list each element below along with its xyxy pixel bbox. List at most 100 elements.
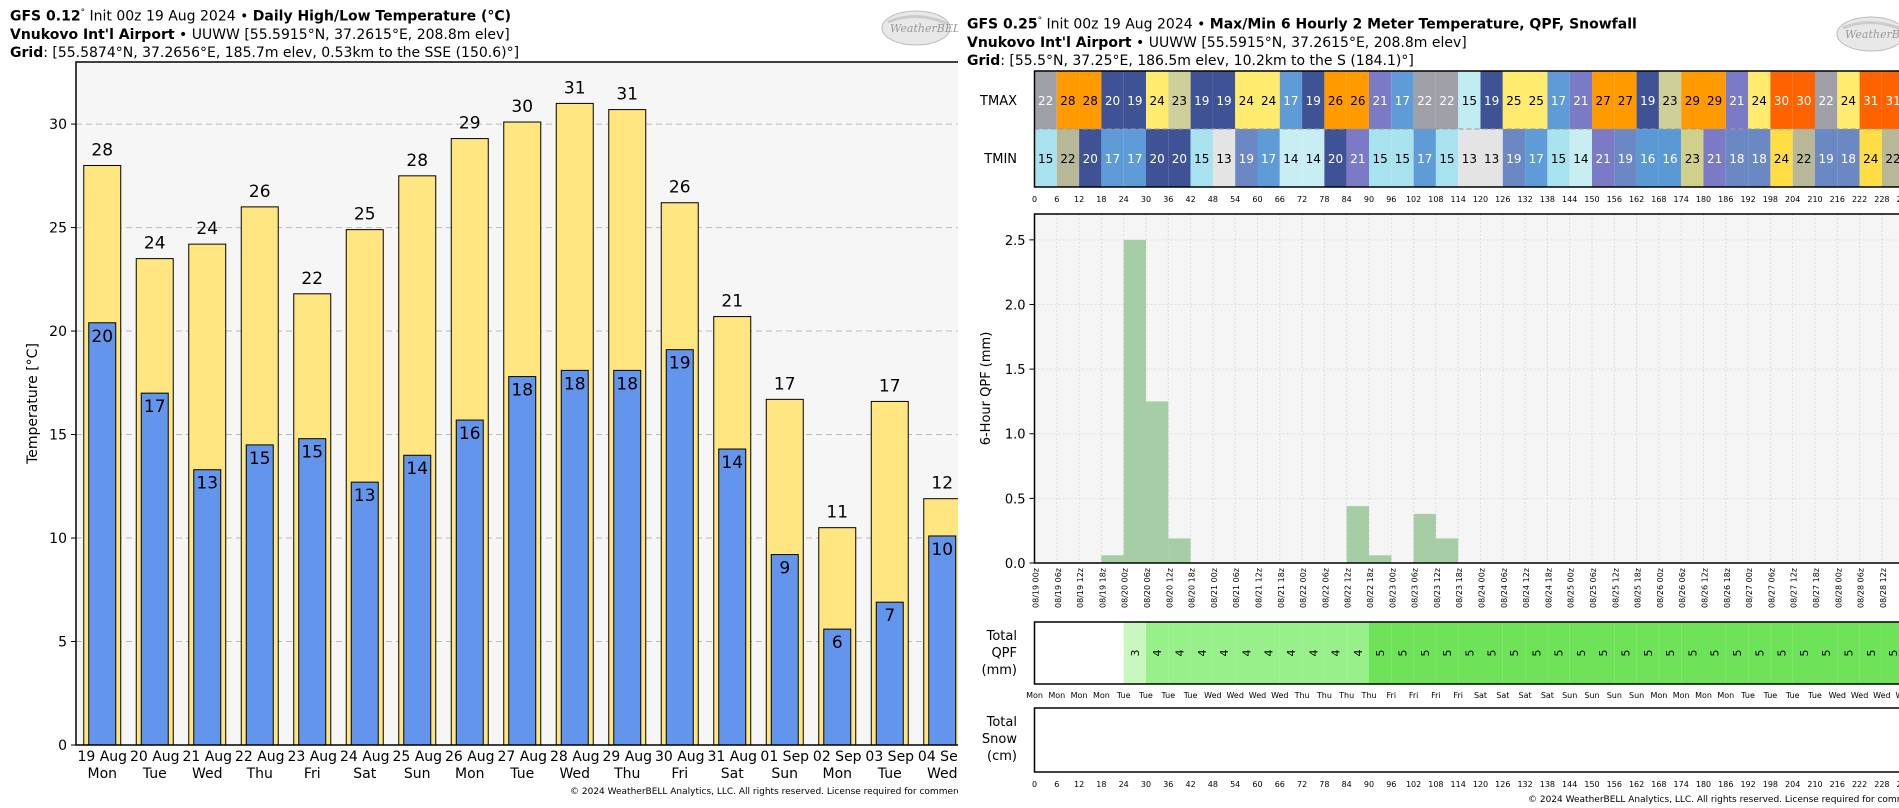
snow-hour-tick-label: 0 xyxy=(1032,780,1037,789)
weekday-tick-label: Thu xyxy=(1294,691,1310,700)
qpf-x-tick-label: 08/19 12z xyxy=(1076,568,1085,608)
tmax-value: 22 xyxy=(1038,94,1053,108)
high-label: 31 xyxy=(616,85,638,105)
x-tick-label: 28 Aug xyxy=(550,749,600,765)
qpf-x-tick-label: 08/25 12z xyxy=(1611,568,1620,608)
tmax-value: 22 xyxy=(1417,94,1432,108)
qpf-y-axis-label: 6-Hour QPF (mm) xyxy=(979,332,994,446)
tmin-cell xyxy=(1681,129,1704,187)
qpf-bar xyxy=(1369,555,1392,563)
total-qpf-value: 4 xyxy=(1196,650,1209,657)
x-tick-label: 25 Aug xyxy=(392,749,442,765)
high-label: 21 xyxy=(721,292,743,312)
tmin-cell xyxy=(1569,129,1592,187)
qpf-x-tick-label: 08/25 18z xyxy=(1634,568,1643,608)
qpf-x-tick-label: 08/19 06z xyxy=(1054,568,1063,608)
low-label: 13 xyxy=(354,486,376,506)
x-tick-label: 26 Aug xyxy=(445,749,495,765)
total-qpf-value: 5 xyxy=(1709,650,1722,657)
tmin-cell xyxy=(1636,129,1659,187)
tmax-cell xyxy=(1815,71,1838,129)
qpf-y-tick-label: 1.5 xyxy=(1005,363,1026,378)
tmin-value: 15 xyxy=(1439,152,1454,166)
weekday-tick-label: Wed xyxy=(1249,691,1266,700)
low-bar xyxy=(823,628,852,746)
weekday-tick-label: Tue xyxy=(1807,691,1822,700)
weekday-tick-label: Sun xyxy=(1584,691,1599,700)
hour-tick-label: 120 xyxy=(1473,195,1488,204)
hour-tick-label: 30 xyxy=(1141,195,1151,204)
snow-hour-tick-label: 108 xyxy=(1428,780,1443,789)
tmin-value: 14 xyxy=(1283,152,1298,166)
total-qpf-value: 5 xyxy=(1396,650,1409,657)
x-tick-label: 23 Aug xyxy=(287,749,337,765)
left-header: GFS 0.12° Init 00z 19 Aug 2024 • Daily H… xyxy=(10,4,519,62)
x-tick-label: 03 Sep xyxy=(865,749,914,765)
total-qpf-label: Total xyxy=(986,629,1017,644)
low-label: 18 xyxy=(616,374,638,394)
high-label: 17 xyxy=(879,376,901,396)
tmax-cell xyxy=(1346,71,1369,129)
hour-tick-label: 12 xyxy=(1074,195,1084,204)
tmin-value: 17 xyxy=(1127,152,1142,166)
total-qpf-value: 4 xyxy=(1352,650,1365,657)
tmax-value: 23 xyxy=(1662,94,1677,108)
six-hourly-chart: TMAX TMIN 22 15 28 22 28 20 20 17 19 17 24 20 23 20 19 15… xyxy=(979,70,1899,789)
tmax-cell xyxy=(1391,71,1414,129)
right-copyright: © 2024 WeatherBELL Analytics, LLC. All r… xyxy=(1528,795,1899,805)
low-bar xyxy=(455,419,484,746)
tmin-cell xyxy=(1190,129,1213,187)
tmin-cell xyxy=(1056,129,1080,187)
total-qpf-value: 5 xyxy=(1887,650,1899,657)
left-grid-info: : [55.5874°N, 37.2656°E, 185.7m elev, 0.… xyxy=(43,44,520,61)
hour-tick-label: 102 xyxy=(1406,195,1421,204)
tmin-cell xyxy=(1525,129,1548,187)
total-qpf-value: 5 xyxy=(1686,650,1699,657)
tmin-cell xyxy=(1658,129,1682,187)
tmin-cell xyxy=(1703,129,1726,187)
total-qpf-value: 5 xyxy=(1597,650,1610,657)
hour-tick-label: 114 xyxy=(1451,195,1466,204)
y-tick-label: 20 xyxy=(49,324,67,340)
high-label: 28 xyxy=(406,151,428,171)
total-qpf-cell xyxy=(1525,622,1548,684)
left-logo-icon xyxy=(881,10,951,46)
tmax-value: 19 xyxy=(1216,94,1231,108)
right-logo-icon xyxy=(1836,16,1899,52)
tmin-value: 15 xyxy=(1551,152,1566,166)
tmin-cell xyxy=(1168,129,1191,187)
total-qpf-cell xyxy=(1391,622,1414,684)
tmin-value: 22 xyxy=(1885,152,1899,166)
total-qpf-cell xyxy=(1815,622,1838,684)
tmin-cell xyxy=(1302,129,1325,187)
tmin-cell xyxy=(1279,129,1303,187)
tmin-value: 16 xyxy=(1662,152,1677,166)
tmin-cell xyxy=(1770,129,1793,187)
qpf-bar xyxy=(1123,239,1146,563)
hour-tick-label: 222 xyxy=(1852,195,1867,204)
tmin-value: 19 xyxy=(1239,152,1254,166)
weekday-tick-label: Mon xyxy=(1093,691,1110,700)
low-bar xyxy=(560,369,589,746)
x-tick-label: 04 Sep xyxy=(918,749,958,765)
left-title: Daily High/Low Temperature (°C) xyxy=(252,8,512,25)
snow-hour-tick-label: 180 xyxy=(1696,780,1711,789)
tmin-value: 18 xyxy=(1729,152,1744,166)
snow-hour-tick-label: 66 xyxy=(1275,780,1285,789)
y-axis-label: Temperature [°C] xyxy=(25,343,41,465)
total-qpf-value: 5 xyxy=(1664,650,1677,657)
tmax-value: 29 xyxy=(1685,94,1700,108)
low-bar xyxy=(350,481,379,746)
left-model: GFS 0.12 xyxy=(10,8,81,25)
tmax-cell xyxy=(1369,71,1392,129)
qpf-x-tick-label: 08/22 06z xyxy=(1321,568,1330,608)
left-station: Vnukovo Int'l Airport xyxy=(10,26,175,43)
qpf-x-tick-label: 08/27 00z xyxy=(1745,568,1754,608)
tmin-value: 19 xyxy=(1506,152,1521,166)
tmax-cell xyxy=(1703,71,1726,129)
tmax-value: 21 xyxy=(1729,94,1744,108)
hour-tick-label: 90 xyxy=(1364,195,1374,204)
x-weekday-label: Wed xyxy=(559,766,590,782)
tmax-value: 24 xyxy=(1150,94,1165,108)
tmax-cell xyxy=(1502,71,1526,129)
